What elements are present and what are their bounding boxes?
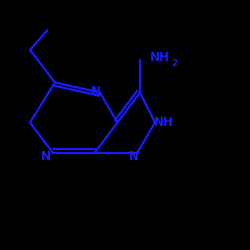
Text: NH: NH bbox=[154, 116, 174, 129]
Text: 2: 2 bbox=[171, 59, 177, 68]
Text: N: N bbox=[129, 150, 139, 163]
Text: N: N bbox=[91, 85, 101, 98]
Text: NH: NH bbox=[150, 51, 170, 64]
Text: N: N bbox=[41, 150, 51, 163]
